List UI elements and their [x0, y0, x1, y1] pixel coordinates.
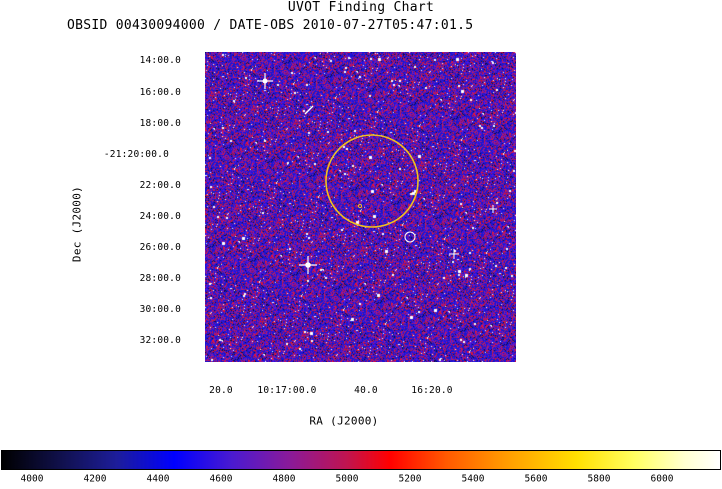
- sky-image: [205, 52, 516, 362]
- source-marker: [357, 203, 363, 209]
- star: [489, 205, 497, 213]
- star: [449, 249, 459, 259]
- colorbar-tick-label: 4600: [209, 473, 233, 485]
- y-tick-label: -21:20:00.0: [103, 149, 169, 160]
- y-tick-label: 28:00.0: [139, 273, 181, 284]
- y-tick-label: 30:00.0: [139, 304, 181, 315]
- colorbar-tick-label: 6000: [650, 473, 674, 485]
- x-tick-label: 40.0: [354, 385, 378, 396]
- y-tick-label: 24:00.0: [139, 211, 181, 222]
- x-tick-label: 20.0: [209, 385, 233, 396]
- colorbar-tick-label: 5800: [587, 473, 611, 485]
- colorbar-tick-label: 4200: [83, 473, 107, 485]
- chart-subtitle: OBSID 00430094000 / DATE-OBS 2010-07-27T…: [67, 18, 474, 33]
- sky-noise-canvas: [205, 52, 516, 362]
- colorbar-tick-label: 5000: [335, 473, 359, 485]
- bright-star-circled: [404, 231, 416, 243]
- x-axis-label: RA (J2000): [309, 414, 379, 428]
- colorbar-tick-label: 5600: [524, 473, 548, 485]
- y-tick-label: 32:00.0: [139, 335, 181, 346]
- bright-star: [257, 73, 273, 89]
- x-tick-label: 10:17:00.0: [257, 385, 317, 396]
- galaxy-streak: [304, 105, 314, 115]
- colorbar-tick-label: 4800: [272, 473, 296, 485]
- y-tick-label: 14:00.0: [139, 55, 181, 66]
- sky-overlay: [257, 73, 497, 274]
- y-tick-label: 18:00.0: [139, 118, 181, 129]
- x-tick-label: 16:20.0: [411, 385, 453, 396]
- colorbar-tick-label: 4000: [20, 473, 44, 485]
- colorbar: [1, 450, 721, 470]
- bright-star: [299, 256, 317, 274]
- y-tick-label: 26:00.0: [139, 242, 181, 253]
- y-axis-label: Dec (J2000): [70, 185, 84, 263]
- error-circle: [325, 134, 419, 228]
- chart-title: UVOT Finding Chart: [287, 0, 435, 15]
- y-tick-label: 16:00.0: [139, 87, 181, 98]
- colorbar-tick-label: 5400: [461, 473, 485, 485]
- y-tick-label: 22:00.0: [139, 180, 181, 191]
- colorbar-tick-label: 4400: [146, 473, 170, 485]
- colorbar-tick-label: 5200: [398, 473, 422, 485]
